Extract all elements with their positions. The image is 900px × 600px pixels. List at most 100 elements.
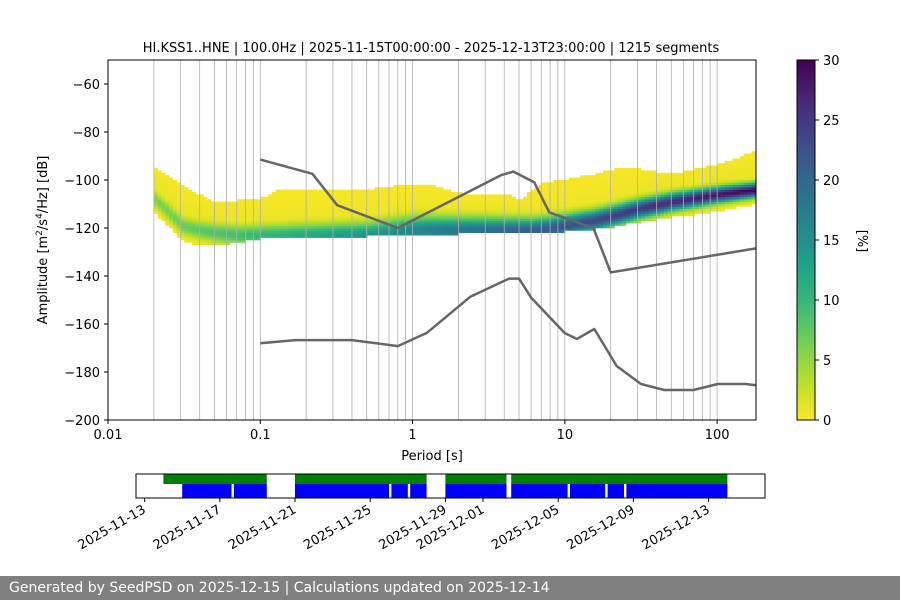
heatmap-cell — [260, 213, 265, 217]
heatmap-cell — [568, 208, 573, 212]
heatmap-cell — [427, 230, 433, 234]
heatmap-cell — [439, 206, 444, 210]
heatmap-cell — [702, 172, 707, 176]
heatmap-cell — [500, 216, 505, 219]
heatmap-cell — [363, 216, 368, 219]
heatmap-cell — [157, 204, 162, 207]
heatmap-cell — [363, 232, 368, 236]
heatmap-cell — [492, 199, 497, 202]
heatmap-cell — [260, 225, 265, 229]
heatmap-cell — [713, 184, 718, 188]
heatmap-cell — [667, 187, 672, 190]
heatmap-cell — [294, 192, 299, 195]
heatmap-cell — [405, 184, 410, 188]
data-availability-timeline: 2025-11-13 2025-11-17 2025-11-21 2025-11-25… — [76, 473, 766, 553]
heatmap-cell — [237, 218, 242, 222]
heatmap-cell — [652, 211, 657, 214]
heatmap-cell — [203, 223, 208, 226]
heatmap-cell — [355, 199, 360, 202]
heatmap-cell — [515, 230, 520, 234]
heatmap-cell — [568, 182, 573, 186]
heatmap-cell — [165, 189, 170, 193]
heatmap-cell — [348, 204, 353, 207]
heatmap-cell — [321, 216, 326, 219]
heatmap-cell — [214, 213, 219, 217]
heatmap-cell — [188, 196, 193, 200]
heatmap-cell — [252, 204, 257, 207]
heatmap-cell — [606, 187, 611, 190]
heatmap-cell — [580, 189, 585, 193]
heatmap-cell — [530, 208, 535, 212]
heatmap-cell — [313, 208, 318, 212]
heatmap-cell — [587, 175, 592, 178]
heatmap-cell — [496, 211, 501, 214]
heatmap-cell — [260, 204, 265, 207]
heatmap-cell — [241, 216, 246, 219]
heatmap-cell — [351, 230, 356, 234]
heatmap-cell — [652, 187, 657, 190]
heatmap-cell — [321, 218, 326, 222]
heatmap-cell — [210, 204, 216, 207]
heatmap-cell — [287, 232, 292, 236]
heatmap-cell — [660, 204, 665, 207]
heatmap-cell — [245, 228, 250, 231]
heatmap-cell — [298, 223, 303, 226]
heatmap-cell — [599, 189, 604, 193]
heatmap-cell — [378, 232, 383, 236]
heatmap-cell — [169, 206, 174, 210]
heatmap-cell — [485, 223, 490, 226]
heatmap-cell — [256, 199, 261, 202]
heatmap-cell — [500, 204, 505, 207]
heatmap-cell — [641, 194, 646, 198]
heatmap-cell — [606, 204, 611, 207]
heatmap-cell — [740, 180, 745, 183]
heatmap-cell — [283, 223, 288, 226]
heatmap-cell — [625, 216, 631, 219]
heatmap-cell — [180, 184, 185, 188]
heatmap-cell — [294, 230, 299, 234]
heatmap-cell — [386, 206, 391, 210]
heatmap-cell — [622, 220, 627, 224]
heatmap-cell — [469, 196, 474, 200]
heatmap-cell — [264, 223, 269, 226]
heatmap-cell — [660, 206, 665, 210]
heatmap-cell — [435, 199, 440, 202]
heatmap-cell — [663, 180, 669, 183]
heatmap-cell — [504, 223, 509, 226]
heatmap-cell — [584, 187, 589, 190]
heatmap-cell — [732, 165, 737, 169]
heatmap-cell — [336, 194, 341, 198]
heatmap-cell — [469, 211, 474, 214]
heatmap-cell — [351, 189, 356, 193]
heatmap-cell — [245, 223, 250, 226]
heatmap-cell — [751, 184, 756, 188]
heatmap-cell — [313, 213, 318, 217]
heatmap-cell — [271, 230, 276, 234]
heatmap-cell — [702, 199, 707, 202]
heatmap-cell — [679, 192, 684, 195]
heatmap-cell — [294, 228, 299, 231]
heatmap-cell — [313, 211, 318, 214]
heatmap-cell — [538, 206, 543, 210]
heatmap-cell — [302, 192, 307, 195]
heatmap-cell — [290, 211, 295, 214]
heatmap-cell — [283, 213, 288, 217]
heatmap-cell — [207, 208, 212, 212]
heatmap-cell — [207, 220, 212, 224]
heatmap-cell — [241, 225, 246, 229]
heatmap-cell — [740, 158, 745, 162]
heatmap-cell — [195, 228, 200, 231]
heatmap-cell — [176, 182, 181, 186]
heatmap-cell — [648, 175, 653, 178]
heatmap-cell — [157, 192, 162, 195]
heatmap-cell — [591, 194, 596, 198]
heatmap-cell — [675, 208, 680, 212]
heatmap-cell — [283, 189, 288, 193]
heatmap-cell — [709, 194, 714, 198]
heatmap-cell — [222, 237, 227, 241]
heatmap-cell — [435, 194, 440, 198]
heatmap-cell — [629, 192, 634, 195]
heatmap-cell — [652, 184, 657, 188]
heatmap-cell — [625, 184, 631, 188]
heatmap-cell — [599, 216, 604, 219]
